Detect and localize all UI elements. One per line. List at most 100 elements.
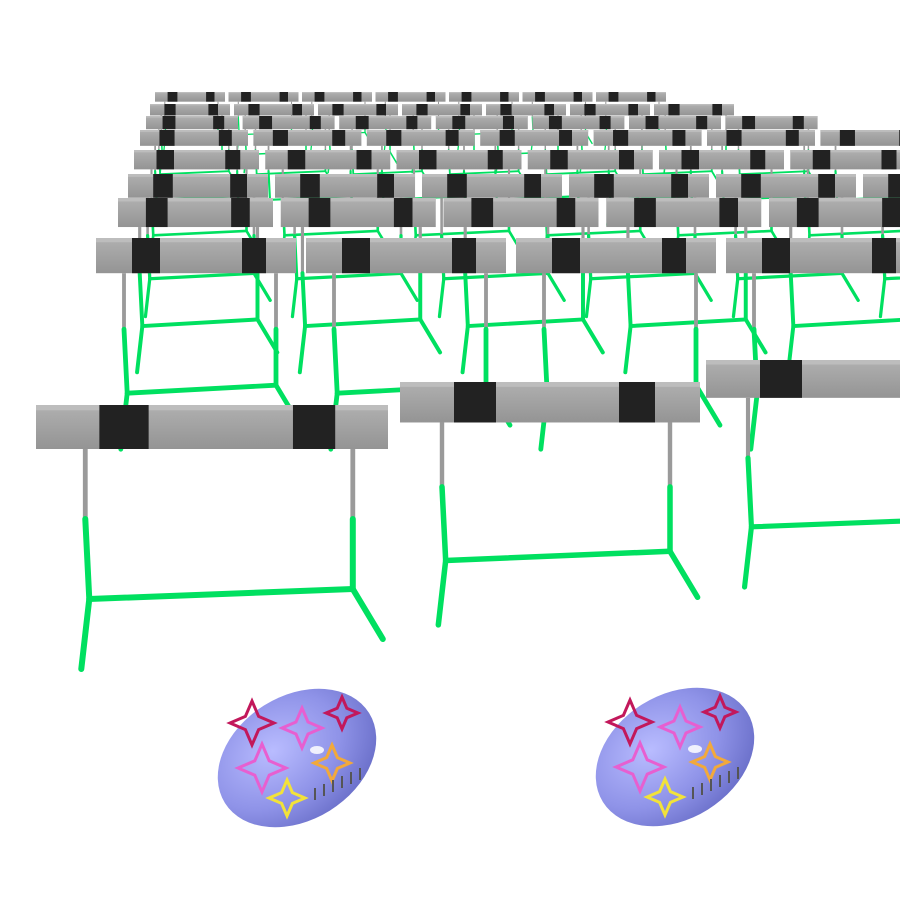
hurdle-board-top — [146, 116, 238, 118]
ball-star-pattern — [234, 740, 290, 796]
hurdle-board — [532, 116, 625, 130]
hurdle-board-top — [402, 104, 482, 106]
hurdle-board-top — [275, 174, 415, 177]
hurdle-stripe — [818, 174, 835, 198]
hurdle-stripe — [742, 116, 756, 130]
hurdle-stripe — [499, 130, 515, 146]
hurdle-leg — [788, 271, 796, 329]
hurdle-board-top — [820, 130, 900, 132]
hurdle-foot — [437, 277, 446, 319]
hurdle-board — [654, 104, 734, 116]
hurdle-stripe — [445, 130, 459, 146]
hurdle-board — [596, 92, 666, 102]
hurdle-stripe — [156, 150, 174, 170]
hurdle — [400, 382, 701, 628]
hurdle-stripe — [594, 174, 614, 198]
hurdle-board-top — [707, 130, 815, 132]
ball-highlight — [688, 745, 702, 753]
hurdle-board — [726, 238, 900, 274]
hurdle-board-top — [366, 130, 475, 132]
hurdle-stripe — [461, 92, 472, 102]
hurdle-base — [86, 586, 356, 602]
ball-star-pattern — [612, 739, 668, 795]
ball-body — [595, 687, 755, 827]
hurdle-board-top — [486, 104, 566, 106]
hurdle-board-top — [280, 198, 436, 202]
hurdle-board-top — [96, 238, 296, 243]
hurdle-stripe — [619, 150, 634, 170]
hurdle-stripe — [662, 238, 686, 274]
hurdle-board-top — [569, 174, 709, 177]
hurdle-board-top — [150, 104, 230, 106]
hurdle-stripe — [162, 116, 176, 130]
hurdle-stripe — [548, 116, 562, 130]
hurdle-base — [124, 382, 279, 396]
hurdle — [706, 360, 900, 590]
hurdle-stripe — [145, 198, 168, 228]
hurdle-stripe — [681, 150, 699, 170]
hurdle-stripe — [225, 150, 241, 170]
hurdle-stripe — [741, 174, 761, 198]
hurdle-stripe — [872, 238, 896, 274]
hurdle-board-top — [318, 104, 398, 106]
hurdle-stripe — [259, 116, 273, 130]
hurdle-stripe — [159, 130, 175, 146]
hurdle-base — [283, 229, 380, 237]
hurdle-foot — [435, 557, 449, 628]
hurdle-stripe — [608, 92, 619, 102]
hurdle-board-top — [306, 238, 506, 243]
hurdle-board-top — [596, 92, 666, 94]
hurdle-board-top — [659, 150, 784, 153]
hurdle-leg — [137, 271, 145, 329]
hurdle-board-top — [155, 92, 225, 94]
hurdle-stripe — [556, 198, 576, 228]
hurdle-stripe — [242, 238, 266, 274]
hurdle-stripe — [452, 116, 466, 130]
hurdle-board-top — [375, 92, 446, 94]
hurdle-stripe — [839, 130, 855, 146]
hurdle-foot — [460, 324, 470, 375]
hurdle-board-top — [863, 174, 900, 177]
hurdle-stripe — [287, 150, 306, 170]
hurdle-base — [151, 229, 248, 237]
hurdle-stripe — [300, 174, 320, 198]
hurdle-stripe — [393, 198, 413, 228]
hurdle-foot — [399, 271, 419, 302]
hurdle-leg — [300, 271, 308, 329]
hurdle-board — [629, 116, 721, 130]
hurdle-stripe — [524, 174, 541, 198]
hurdle-stripe — [231, 198, 250, 228]
hurdle-leg — [463, 271, 470, 329]
hurdle-board-top — [228, 92, 299, 94]
hurdle-board-top — [629, 116, 721, 118]
hurdle-base — [442, 548, 673, 564]
hurdle-stripe — [882, 198, 900, 228]
ball-star-pattern — [643, 775, 687, 819]
hurdle-base — [883, 276, 900, 281]
hurdle — [253, 130, 363, 227]
hurdle-board — [150, 104, 230, 116]
hurdle-board-top — [769, 198, 900, 202]
hurdle-board-top — [339, 116, 432, 118]
hurdle-rows-near — [36, 360, 900, 672]
hurdle-stripe — [353, 92, 362, 102]
hurdle-stripe — [342, 238, 370, 274]
hurdle-stripe — [584, 104, 596, 116]
hurdle-foot — [840, 271, 860, 302]
hurdle-stripe — [502, 116, 514, 130]
hurdle-stripe — [208, 104, 218, 116]
hurdle-base — [159, 170, 230, 176]
hurdle-base — [676, 229, 773, 237]
hurdle — [96, 238, 303, 452]
hurdle-board-top — [36, 405, 388, 411]
hurdle-stripe — [634, 198, 656, 228]
hurdle-stripe — [218, 130, 232, 146]
hurdle-stripe — [785, 130, 799, 146]
hurdle-board — [155, 92, 225, 102]
hurdle-board — [486, 104, 566, 116]
ball-body — [217, 688, 377, 828]
hurdle-board-top — [654, 104, 734, 106]
hurdle-stripe — [376, 104, 386, 116]
hurdle-stripe — [272, 130, 288, 146]
